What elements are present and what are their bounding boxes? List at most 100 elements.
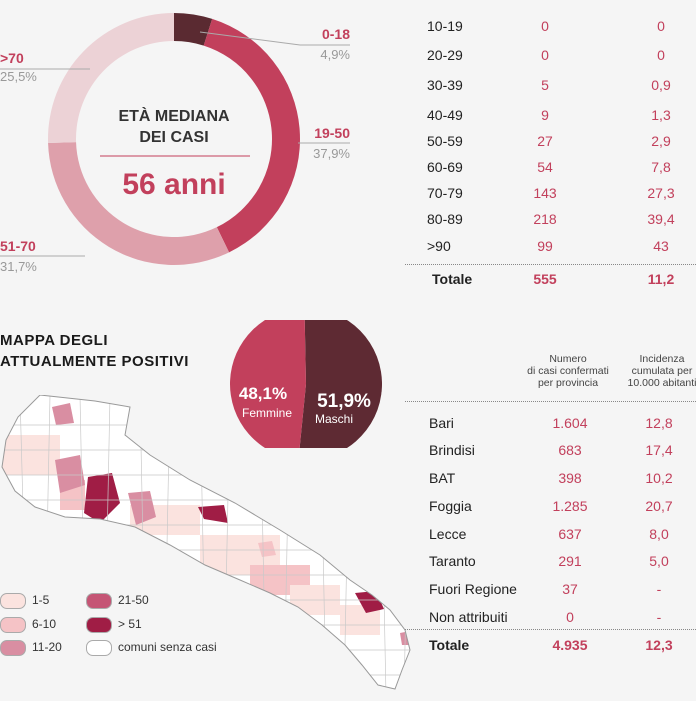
age-row: 70-79 143 27,3: [405, 185, 696, 205]
label-51-70-range: 51-70: [0, 238, 36, 254]
legend-swatch: [86, 593, 112, 609]
age-incidence: 39,4: [647, 211, 675, 227]
puglia-map-svg: [1, 394, 411, 690]
age-table-divider: [405, 264, 696, 265]
age-incidence: 0,9: [651, 77, 671, 93]
age-range: 10-19: [427, 18, 463, 34]
legend-label: 1-5: [32, 593, 50, 607]
age-range: 30-39: [427, 77, 463, 93]
age-row: 80-89 218 39,4: [405, 211, 696, 231]
legend-item-6-10: 6-10: [0, 617, 60, 637]
age-range: 80-89: [427, 211, 463, 227]
age-range: >90: [427, 238, 451, 254]
province-header-divider: [405, 401, 696, 402]
legend-item-1-5: 1-5: [0, 593, 60, 613]
legend-label: > 51: [118, 617, 142, 631]
province-row: Non attribuiti 0 -: [405, 609, 696, 629]
province-row: Bari 1.604 12,8: [405, 415, 696, 435]
province-name: Lecce: [429, 526, 467, 542]
leader-line-0-18: [199, 31, 301, 46]
province-total-incidence: 12,3: [645, 637, 673, 653]
age-incidence: 2,9: [651, 133, 671, 149]
header-incidence: Incidenza cumulata per 10.000 abitanti: [623, 353, 696, 389]
age-cases: 54: [537, 159, 553, 175]
donut-slice-51-70: [48, 142, 230, 265]
age-cases: 9: [541, 107, 549, 123]
header-cases-line: Numero: [549, 353, 587, 365]
age-range: 20-29: [427, 47, 463, 63]
label-over70-range: >70: [0, 50, 24, 66]
legend-swatch: [0, 640, 26, 656]
province-total-divider: [405, 629, 696, 630]
donut-slice-19-50: [203, 18, 300, 253]
age-row: 40-49 9 1,3: [405, 107, 696, 127]
province-incidence: 12,8: [645, 415, 673, 431]
age-row: 50-59 27 2,9: [405, 133, 696, 153]
province-cases: 37: [562, 581, 578, 597]
age-incidence: 0: [657, 47, 665, 63]
female-pct: 48,1%: [239, 384, 287, 403]
province-cases: 0: [566, 609, 574, 625]
donut-slice-0-18: [174, 13, 213, 46]
province-name: Foggia: [429, 498, 472, 514]
province-row: Brindisi 683 17,4: [405, 442, 696, 462]
age-incidence: 7,8: [651, 159, 671, 175]
male-label: Maschi: [315, 412, 353, 426]
province-name: Brindisi: [429, 442, 475, 458]
province-row: Lecce 637 8,0: [405, 526, 696, 546]
age-cases: 218: [533, 211, 557, 227]
province-total-cases: 4.935: [552, 637, 588, 653]
legend-label: 21-50: [118, 593, 149, 607]
province-incidence: 10,2: [645, 470, 673, 486]
header-incidence-line: 10.000 abitanti: [627, 377, 696, 389]
age-row: 10-19 0 0: [405, 18, 696, 38]
age-donut-chart: ETÀ MEDIANA DEI CASI 56 anni >70 25,5% 0…: [0, 0, 400, 290]
province-name: BAT: [429, 470, 456, 486]
legend-swatch: [86, 640, 112, 656]
map-title-line-2: ATTUALMENTE POSITIVI: [0, 353, 189, 370]
age-row: 60-69 54 7,8: [405, 159, 696, 179]
legend-item-11-20: 11-20: [0, 640, 62, 660]
legend-item-no-cases: comuni senza casi: [86, 640, 236, 660]
age-total-label: Totale: [432, 271, 473, 287]
province-cases: 1.604: [552, 415, 588, 431]
label-19-50-range: 19-50: [314, 125, 350, 141]
age-cases: 99: [537, 238, 553, 254]
age-incidence: 1,3: [651, 107, 671, 123]
age-row: 20-29 0 0: [405, 47, 696, 67]
age-total-cases: 555: [533, 271, 557, 287]
age-row: >90 99 43: [405, 238, 696, 258]
province-cases: 291: [558, 553, 582, 569]
legend-label: 11-20: [32, 640, 62, 654]
puglia-map: [0, 394, 420, 696]
age-range: 70-79: [427, 185, 463, 201]
header-incidence-line: Incidenza: [639, 353, 685, 365]
legend-swatch: [0, 593, 26, 609]
province-name: Fuori Regione: [429, 581, 517, 597]
region-outline: [1, 394, 411, 690]
age-incidence: 43: [653, 238, 669, 254]
province-incidence: 8,0: [649, 526, 669, 542]
province-incidence: -: [656, 609, 662, 625]
label-0-18-range: 0-18: [322, 26, 350, 42]
label-19-50-pct: 37,9%: [313, 146, 350, 161]
legend-label: 6-10: [32, 617, 57, 631]
province-row: BAT 398 10,2: [405, 470, 696, 490]
province-incidence: 17,4: [645, 442, 673, 458]
age-cases: 5: [541, 77, 549, 93]
age-range: 40-49: [427, 107, 463, 123]
age-donut-svg: ETÀ MEDIANA DEI CASI 56 anni >70 25,5% 0…: [0, 13, 350, 274]
legend-label: comuni senza casi: [118, 640, 217, 654]
donut-slice->70: [48, 13, 174, 143]
age-total-incidence: 11,2: [647, 271, 675, 287]
age-row: 30-39 5 0,9: [405, 77, 696, 97]
legend-swatch: [0, 617, 26, 633]
province-total-row: Totale 4.935 12,3: [405, 637, 696, 657]
age-incidence: 27,3: [647, 185, 675, 201]
header-cases: Numero di casi confermati per provincia: [513, 353, 623, 389]
legend-item-over-51: > 51: [86, 617, 206, 637]
map-title-line-1: MAPPA DEGLI: [0, 332, 109, 349]
age-cases: 0: [541, 47, 549, 63]
province-row: Fuori Regione 37 -: [405, 581, 696, 601]
province-row: Foggia 1.285 20,7: [405, 498, 696, 518]
